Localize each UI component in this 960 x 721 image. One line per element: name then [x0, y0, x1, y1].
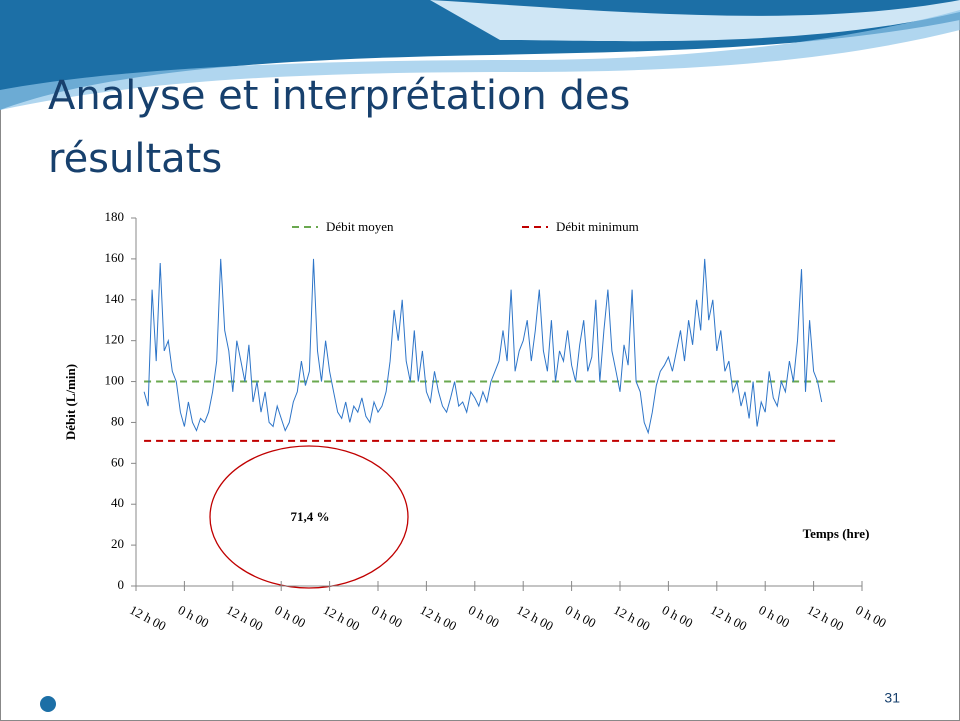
y-tick-label: 140 — [105, 291, 125, 306]
y-tick-label: 180 — [105, 209, 125, 224]
legend-label: Débit minimum — [556, 219, 639, 234]
y-tick-label: 80 — [111, 413, 124, 428]
annotation: 71,4 % — [291, 509, 330, 524]
y-tick-label: 120 — [105, 332, 125, 347]
legend-label: Débit moyen — [326, 219, 394, 234]
y-tick-label: 100 — [105, 373, 125, 388]
highlight-ellipse — [209, 445, 409, 589]
logo-icon — [40, 696, 56, 712]
y-tick-label: 160 — [105, 250, 125, 265]
y-tick-label: 60 — [111, 454, 124, 469]
header-wave — [0, 10, 960, 110]
y-axis-label: Débit (L/min) — [63, 364, 78, 440]
y-tick-label: 0 — [118, 577, 125, 592]
slide-title: résultats — [48, 136, 222, 182]
y-tick-label: 40 — [111, 495, 124, 510]
x-axis-label: Temps (hre) — [803, 526, 870, 541]
page-number: 31 — [884, 690, 900, 706]
slide-title: Analyse et interprétation des — [48, 73, 630, 119]
header-highlight — [430, 0, 960, 42]
data-line — [143, 258, 823, 435]
y-tick-label: 20 — [111, 536, 124, 551]
